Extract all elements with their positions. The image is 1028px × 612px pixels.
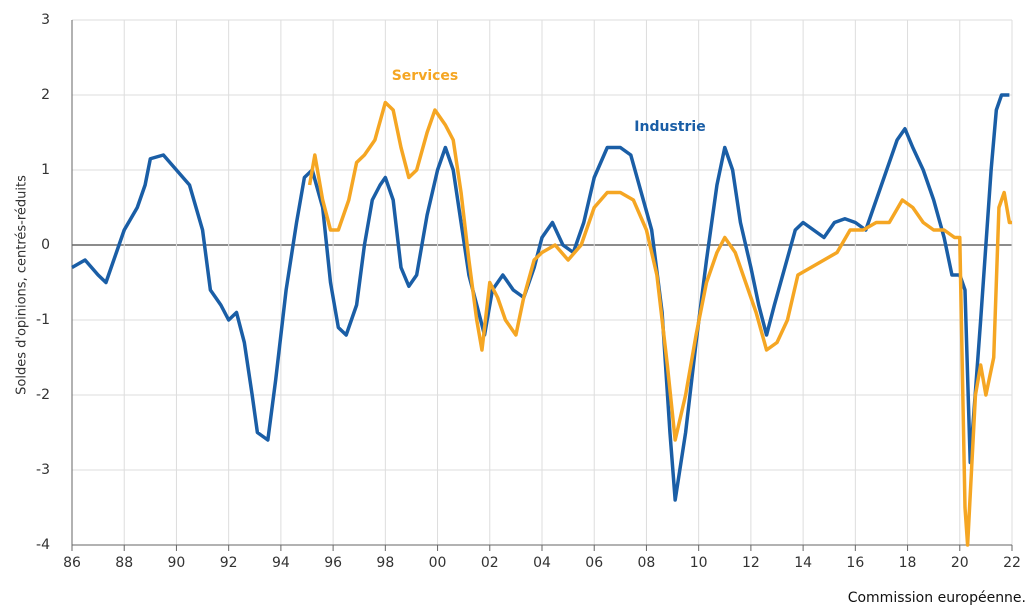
x-tick-label: 94 (272, 555, 290, 571)
x-tick-label: 86 (63, 555, 81, 571)
x-tick-label: 14 (794, 555, 812, 571)
y-tick-label: 2 (41, 87, 50, 103)
y-tick-label: -3 (36, 462, 50, 478)
x-tick-label: 90 (168, 555, 186, 571)
y-tick-label: -2 (36, 387, 50, 403)
source: Commission européenne. (848, 590, 1026, 606)
x-tick-label: 00 (429, 555, 447, 571)
y-tick-label: -1 (36, 312, 50, 328)
x-tick-label: 16 (846, 555, 864, 571)
x-tick-label: 06 (585, 555, 603, 571)
y-tick-label: -4 (36, 537, 50, 553)
x-tick-label: 02 (481, 555, 499, 571)
y-tick-label: 1 (41, 162, 50, 178)
line-0 (71, 93, 1010, 502)
x-tick-label: 10 (690, 555, 708, 571)
x-tick-label: 88 (115, 555, 133, 571)
y-tick-label: 3 (41, 12, 50, 28)
x-tick-label: 04 (533, 555, 551, 571)
x-tick-label: 22 (1003, 555, 1021, 571)
x-tick-label: 08 (638, 555, 656, 571)
x-tick-label: 92 (220, 555, 238, 571)
series-label: Industrie (634, 119, 705, 135)
line-1 (307, 100, 1012, 547)
x-tick-label: 12 (742, 555, 760, 571)
y-tick-label: 0 (41, 237, 50, 253)
series-label: Services (392, 68, 459, 84)
x-tick-label: 96 (324, 555, 342, 571)
y-axis-label: Soldes d'opinions, centrés-réduits (15, 175, 30, 395)
x-tick-label: 98 (376, 555, 394, 571)
x-tick-label: 20 (951, 555, 969, 571)
x-tick-label: 18 (899, 555, 917, 571)
